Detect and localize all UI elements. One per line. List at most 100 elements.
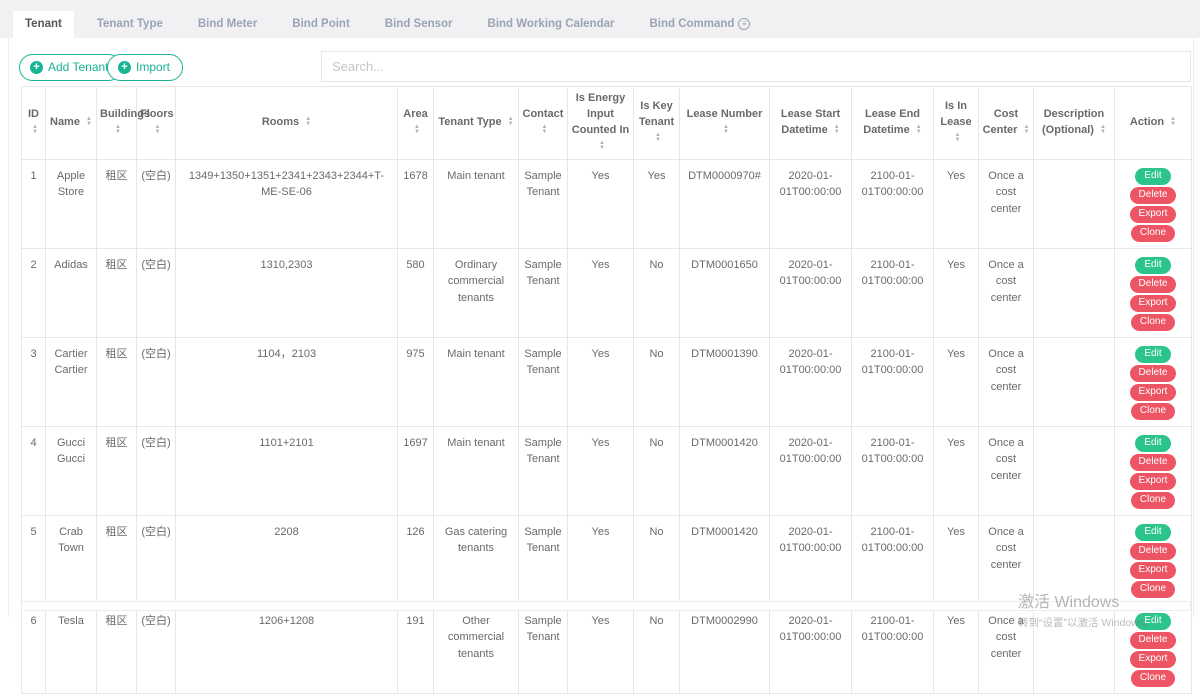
export-button[interactable]: Export <box>1129 561 1177 579</box>
cell-floors: (空白) <box>136 603 176 694</box>
sort-icon[interactable]: ▲ ▼ <box>507 116 514 127</box>
cell-is_energy_input_counted_in: Yes <box>567 247 634 338</box>
cell-area: 975 <box>397 336 434 427</box>
cell-buildings: 租区 <box>96 514 137 605</box>
clone-button[interactable]: Clone <box>1130 580 1176 598</box>
sort-icon[interactable]: ▲ ▼ <box>1100 123 1106 135</box>
cell-is_key_tenant: No <box>633 336 680 427</box>
column-header-area[interactable]: Area ▲ ▼ <box>397 86 434 160</box>
clone-button[interactable]: Clone <box>1130 313 1176 331</box>
cell-rooms: 1206+1208 <box>175 603 398 694</box>
column-header-is_in_lease[interactable]: Is In Lease ▲ ▼ <box>933 86 979 160</box>
delete-button[interactable]: Delete <box>1129 631 1177 649</box>
column-header-buildings[interactable]: Buildings ▲ ▼ <box>96 86 150 160</box>
cell-lease_end_datetime: 2100-01-01T00:00:00 <box>851 247 934 338</box>
sort-icon[interactable]: ▲ ▼ <box>915 123 922 135</box>
export-button[interactable]: Export <box>1129 205 1177 223</box>
cell-is_key_tenant: No <box>633 514 680 605</box>
clone-button[interactable]: Clone <box>1130 402 1176 420</box>
sort-icon[interactable]: ▲ ▼ <box>723 123 729 135</box>
sort-icon[interactable]: ▲ ▼ <box>86 116 92 127</box>
tab-bind-meter[interactable]: Bind Meter <box>186 11 269 38</box>
sort-icon[interactable]: ▲ ▼ <box>599 139 605 151</box>
export-button[interactable]: Export <box>1129 383 1177 401</box>
cell-area: 191 <box>397 603 434 694</box>
tab-label: Bind Sensor <box>384 18 453 30</box>
sort-icon[interactable]: ▲ ▼ <box>32 123 38 135</box>
add-tenant-button[interactable]: + Add Tenant <box>19 54 122 81</box>
export-button[interactable]: Export <box>1129 472 1177 490</box>
sort-icon[interactable]: ▲ ▼ <box>1170 116 1177 127</box>
cell-lease_start_datetime: 2020-01-01T00:00:00 <box>769 603 852 694</box>
cell-name: Cartier Cartier <box>45 336 97 427</box>
column-header-cost_center[interactable]: Cost Center ▲ ▼ <box>978 86 1034 160</box>
search-input[interactable] <box>321 51 1191 82</box>
export-button[interactable]: Export <box>1129 294 1177 312</box>
sort-icon[interactable]: ▲ ▼ <box>414 123 420 135</box>
cell-lease_start_datetime: 2020-01-01T00:00:00 <box>769 336 852 427</box>
column-header-rooms[interactable]: Rooms ▲ ▼ <box>175 86 398 160</box>
delete-button[interactable]: Delete <box>1129 275 1177 293</box>
edit-button[interactable]: Edit <box>1135 523 1171 541</box>
cell-area: 580 <box>397 247 434 338</box>
cell-action: Edit Delete Export Clone <box>1114 425 1192 516</box>
cell-is_key_tenant: No <box>633 247 680 338</box>
column-header-description[interactable]: Description (Optional) ▲ ▼ <box>1033 86 1115 160</box>
column-header-floors[interactable]: Floors ▲ ▼ <box>136 86 176 160</box>
clone-button[interactable]: Clone <box>1130 669 1176 687</box>
edit-button[interactable]: Edit <box>1135 612 1171 630</box>
column-header-is_energy_input_counted_in[interactable]: Is Energy Input Counted In ▲ ▼ <box>567 86 634 160</box>
edit-button[interactable]: Edit <box>1135 256 1171 274</box>
cell-cost_center: Once a cost center <box>978 336 1034 427</box>
column-header-lease_end_datetime[interactable]: Lease End Datetime ▲ ▼ <box>851 86 934 160</box>
tab-label: Tenant <box>25 18 62 30</box>
delete-button[interactable]: Delete <box>1129 186 1177 204</box>
import-button[interactable]: + Import <box>107 54 184 81</box>
tab-tenant-type[interactable]: Tenant Type <box>85 11 175 38</box>
cell-contact: Sample Tenant <box>518 514 568 605</box>
tab-bind-command[interactable]: Bind Command ≡ <box>637 11 762 38</box>
tab-bind-point[interactable]: Bind Point <box>280 11 362 38</box>
tab-bind-working-calendar[interactable]: Bind Working Calendar <box>476 11 627 38</box>
sort-icon[interactable]: ▲ ▼ <box>833 123 840 135</box>
column-header-lease_start_datetime[interactable]: Lease Start Datetime ▲ ▼ <box>769 86 852 160</box>
tenant-table: ID ▲ ▼ Name ▲ ▼ Buildings ▲ ▼ Floors ▲ ▼ Rooms ▲… <box>21 86 1192 694</box>
column-header-name[interactable]: Name ▲ ▼ <box>45 86 97 160</box>
table-footer <box>21 601 1191 611</box>
sort-icon[interactable]: ▲ ▼ <box>154 123 161 135</box>
sort-icon[interactable]: ▲ ▼ <box>1023 123 1030 135</box>
edit-button[interactable]: Edit <box>1135 167 1171 185</box>
cell-name: Tesla <box>45 603 97 694</box>
sort-icon[interactable]: ▲ ▼ <box>115 123 121 135</box>
column-header-id[interactable]: ID ▲ ▼ <box>21 86 46 160</box>
cell-rooms: 1349+1350+1351+2341+2343+2344+T-ME-SE-06 <box>175 158 398 249</box>
export-button[interactable]: Export <box>1129 650 1177 668</box>
clone-button[interactable]: Clone <box>1130 224 1176 242</box>
sort-icon[interactable]: ▲ ▼ <box>541 123 548 135</box>
cell-cost_center: Once a cost center <box>978 158 1034 249</box>
column-header-contact[interactable]: Contact ▲ ▼ <box>518 86 568 160</box>
delete-button[interactable]: Delete <box>1129 453 1177 471</box>
sort-icon[interactable]: ▲ ▼ <box>954 131 961 143</box>
column-header-action[interactable]: Action ▲ ▼ <box>1114 86 1192 160</box>
clone-button[interactable]: Clone <box>1130 491 1176 509</box>
column-header-is_key_tenant[interactable]: Is Key Tenant ▲ ▼ <box>633 86 680 160</box>
cell-floors: (空白) <box>136 247 176 338</box>
cell-action: Edit Delete Export Clone <box>1114 158 1192 249</box>
cell-floors: (空白) <box>136 425 176 516</box>
column-header-lease_number[interactable]: Lease Number ▲ ▼ <box>679 86 770 160</box>
tab-tenant[interactable]: Tenant <box>13 11 74 38</box>
column-header-label: Cost Center <box>982 107 1019 136</box>
column-header-tenant_type[interactable]: Tenant Type ▲ ▼ <box>433 86 519 160</box>
delete-button[interactable]: Delete <box>1129 364 1177 382</box>
cell-area: 126 <box>397 514 434 605</box>
cell-contact: Sample Tenant <box>518 158 568 249</box>
cell-lease_end_datetime: 2100-01-01T00:00:00 <box>851 158 934 249</box>
delete-button[interactable]: Delete <box>1129 542 1177 560</box>
sort-icon[interactable]: ▲ ▼ <box>305 116 312 127</box>
sort-icon[interactable]: ▲ ▼ <box>655 131 661 143</box>
edit-button[interactable]: Edit <box>1135 434 1171 452</box>
edit-button[interactable]: Edit <box>1135 345 1171 363</box>
tab-bind-sensor[interactable]: Bind Sensor <box>373 11 465 38</box>
cell-is_key_tenant: No <box>633 425 680 516</box>
